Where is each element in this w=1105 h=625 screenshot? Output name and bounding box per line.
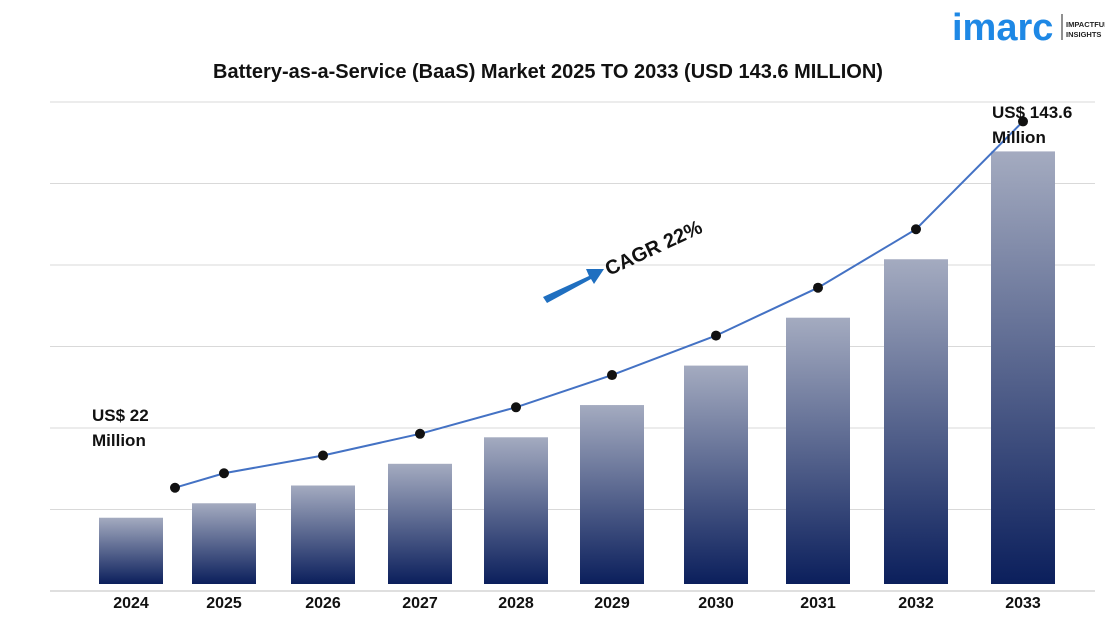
trend-point — [318, 450, 328, 461]
bar — [192, 503, 256, 584]
cagr-label: CAGR 22% — [602, 216, 706, 280]
end-value-label-1: US$ 143.6 — [992, 103, 1072, 122]
bar — [291, 485, 355, 584]
bar — [580, 405, 644, 584]
x-tick-label: 2028 — [498, 595, 534, 612]
logo-tagline-2: INSIGHTS — [1066, 30, 1101, 39]
start-value-label-2: Million — [92, 431, 146, 450]
logo-tagline-1: IMPACTFUL — [1066, 20, 1105, 29]
cagr-arrow-icon — [543, 269, 604, 303]
x-tick-label: 2033 — [1005, 595, 1041, 612]
trend-point — [219, 468, 229, 479]
trend-point — [711, 330, 721, 341]
trend-point — [1018, 116, 1028, 127]
trend-point — [813, 282, 823, 293]
end-value-label-2: Million — [992, 128, 1046, 147]
logo-wordmark: imarc — [952, 7, 1053, 49]
trend-point — [415, 428, 425, 439]
bar — [99, 517, 163, 584]
trend-point — [511, 402, 521, 413]
x-tick-label: 2027 — [402, 595, 438, 612]
bar — [684, 365, 748, 584]
x-tick-label: 2025 — [206, 595, 242, 612]
bar — [884, 259, 948, 584]
trend-point — [911, 224, 921, 235]
trend-point — [607, 370, 617, 381]
x-tick-label: 2032 — [898, 595, 934, 612]
cagr-annotation: CAGR 22% — [543, 216, 706, 303]
x-tick-label: 2026 — [305, 595, 341, 612]
x-tick-label: 2024 — [113, 595, 149, 612]
start-value-label-1: US$ 22 — [92, 406, 149, 425]
bar — [388, 463, 452, 584]
imarc-logo: imarc IMPACTFUL INSIGHTS — [952, 7, 1105, 49]
x-tick-label: 2030 — [698, 595, 734, 612]
trend-line-path — [174, 120, 1024, 489]
chart-title: Battery-as-a-Service (BaaS) Market 2025 … — [213, 61, 883, 83]
bars — [99, 151, 1055, 584]
bar — [991, 151, 1055, 584]
x-axis-ticks: 2024 2025 2026 2027 2028 2029 2030 2031 2032 2033 — [113, 595, 1041, 612]
trend-point — [170, 482, 180, 493]
x-tick-label: 2031 — [800, 595, 836, 612]
bar — [484, 437, 548, 584]
bar — [786, 317, 850, 584]
trend-line — [170, 116, 1028, 493]
x-tick-label: 2029 — [594, 595, 630, 612]
